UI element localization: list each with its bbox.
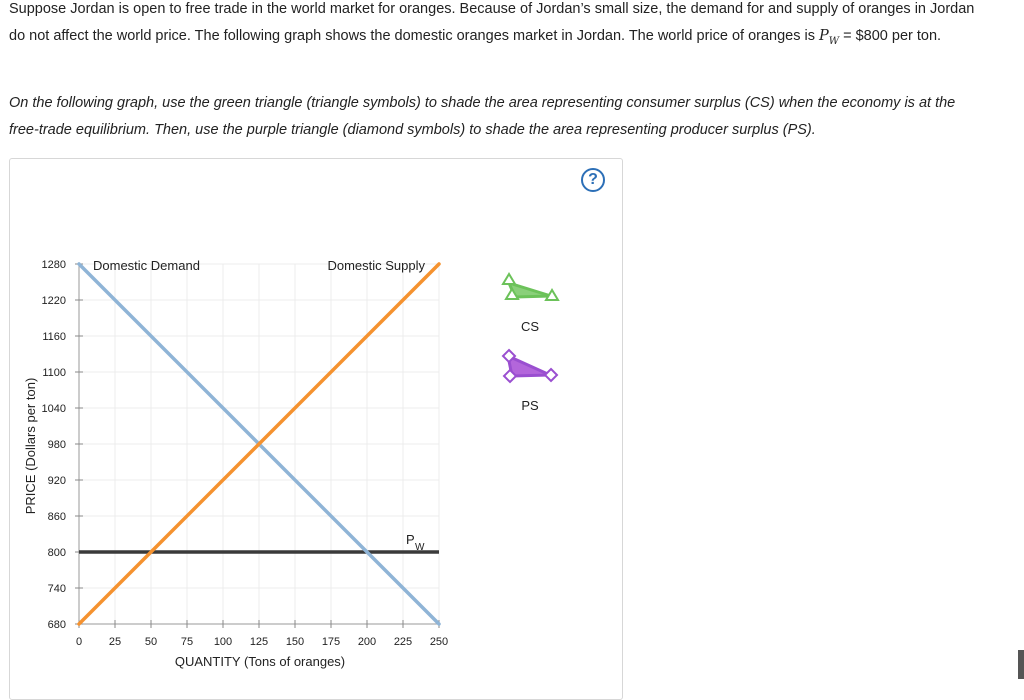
- y-tick-label: 860: [48, 511, 66, 523]
- intro-line-2-end: = $800 per ton.: [839, 28, 942, 44]
- y-tick-label: 1040: [42, 403, 66, 415]
- instructions-line-2-text: free-trade equilibrium. Then, use the pu…: [9, 122, 816, 138]
- x-tick-label: 100: [214, 636, 232, 648]
- chart-grid: [79, 263, 440, 624]
- y-tick-label: 1280: [42, 259, 66, 271]
- y-tick-label: 800: [48, 547, 66, 559]
- chart-ticks: 680 740 800 860 920 980 1040 1100 1160 1220 1280 0 2…: [42, 259, 449, 648]
- y-tick-label: 920: [48, 475, 66, 487]
- chart-canvas[interactable]: 680 740 800 860 920 980 1040 1100 1160 1220 1280 0 2…: [0, 0, 1024, 679]
- x-tick-label: 200: [358, 636, 376, 648]
- cs-triangle-edge: [514, 294, 552, 299]
- intro-line-1: Suppose Jordan is open to free trade in …: [9, 0, 1019, 23]
- instructions-line-1: On the following graph, use the green tr…: [9, 90, 1019, 117]
- graph-panel: [9, 158, 623, 700]
- world-price-label-sub: W: [415, 542, 425, 553]
- cs-label: CS: [521, 319, 539, 334]
- x-tick-label: 75: [181, 636, 193, 648]
- diamond-symbol-icon: [502, 368, 518, 384]
- y-tick-label: 1100: [42, 367, 66, 379]
- diamond-symbol-icon: [543, 367, 559, 383]
- intro-line-2-start: do not affect the world price. The follo…: [9, 28, 820, 44]
- triangle-symbol-icon: [501, 272, 517, 285]
- y-axis-title: PRICE (Dollars per ton): [23, 378, 38, 515]
- world-price-subscript: W: [828, 35, 840, 47]
- domestic-supply-line: [77, 262, 441, 626]
- x-tick-label: 175: [322, 636, 340, 648]
- supply-label: Domestic Supply: [327, 258, 425, 273]
- cs-triangle-edge: [508, 281, 552, 298]
- world-price-symbol: P: [819, 28, 829, 44]
- y-tick-label: 680: [48, 619, 66, 631]
- triangle-symbol-icon: [544, 288, 560, 301]
- ps-triangle-edge: [507, 354, 551, 377]
- instructions-line-2: free-trade equilibrium. Then, use the pu…: [9, 117, 1019, 144]
- y-tick-label: 1160: [42, 331, 66, 343]
- x-tick-label: 25: [109, 636, 121, 648]
- x-tick-label: 150: [286, 636, 304, 648]
- x-tick-label: 50: [145, 636, 157, 648]
- x-axis-title: QUANTITY (Tons of oranges): [175, 654, 345, 669]
- ps-triangle-edge: [511, 373, 551, 378]
- diamond-symbol-icon: [501, 348, 517, 364]
- intro-line-1-text: Suppose Jordan is open to free trade in …: [9, 1, 975, 17]
- cs-triangle-tool[interactable]: [501, 272, 560, 301]
- demand-label: Domestic Demand: [93, 258, 200, 273]
- chart-labels: Domestic Demand Domestic Supply PW QUANTITY…: [23, 258, 425, 669]
- x-tick-label: 125: [250, 636, 268, 648]
- y-tick-label: 980: [48, 439, 66, 451]
- scrollbar-thumb[interactable]: [1018, 650, 1024, 679]
- intro-line-2: do not affect the world price. The follo…: [9, 23, 1019, 55]
- world-price-label: P: [406, 532, 415, 547]
- triangle-symbol-icon: [504, 287, 520, 300]
- x-tick-label: 225: [394, 636, 412, 648]
- ps-triangle-tool[interactable]: [501, 348, 559, 384]
- instructions-line-1-text: On the following graph, use the green tr…: [9, 95, 956, 111]
- y-tick-label: 1220: [42, 295, 66, 307]
- chart-series: [77, 262, 441, 626]
- x-tick-label: 250: [430, 636, 448, 648]
- ps-label: PS: [521, 398, 539, 413]
- tool-palette: CS PS: [501, 272, 560, 413]
- help-icon[interactable]: ?: [581, 168, 605, 192]
- x-tick-label: 0: [76, 636, 82, 648]
- y-tick-label: 740: [48, 583, 66, 595]
